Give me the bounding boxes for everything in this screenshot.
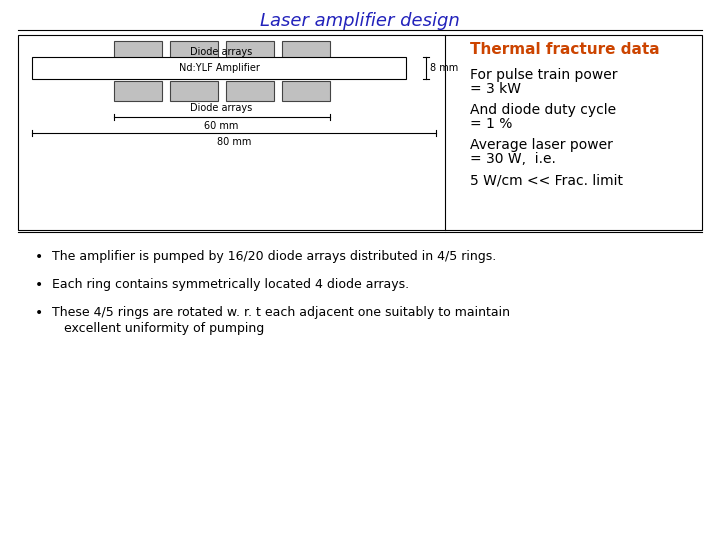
- Text: The amplifier is pumped by 16/20 diode arrays distributed in 4/5 rings.: The amplifier is pumped by 16/20 diode a…: [52, 250, 496, 263]
- Text: Average laser power: Average laser power: [470, 138, 613, 152]
- Text: = 3 kW: = 3 kW: [470, 82, 521, 96]
- Text: These 4/5 rings are rotated w. r. t each adjacent one suitably to maintain: These 4/5 rings are rotated w. r. t each…: [52, 306, 510, 319]
- Bar: [169, 81, 217, 101]
- Bar: [282, 81, 330, 101]
- Text: •: •: [35, 250, 43, 264]
- Text: Nd:YLF Amplifier: Nd:YLF Amplifier: [179, 63, 259, 73]
- Bar: [282, 41, 330, 61]
- Bar: [114, 41, 161, 61]
- Text: For pulse train power: For pulse train power: [470, 68, 618, 82]
- Bar: [225, 81, 274, 101]
- Text: = 30 W,  i.e.: = 30 W, i.e.: [470, 152, 556, 166]
- Bar: [169, 41, 217, 61]
- Text: Laser amplifier design: Laser amplifier design: [260, 12, 460, 30]
- Text: Diode arrays: Diode arrays: [190, 103, 253, 113]
- Text: Thermal fracture data: Thermal fracture data: [470, 42, 660, 57]
- Text: 5 W/cm << Frac. limit: 5 W/cm << Frac. limit: [470, 173, 623, 187]
- Bar: [18, 35, 702, 230]
- Text: •: •: [35, 306, 43, 320]
- Bar: [114, 81, 161, 101]
- Text: •: •: [35, 278, 43, 292]
- Text: Diode arrays: Diode arrays: [190, 47, 253, 57]
- Text: Each ring contains symmetrically located 4 diode arrays.: Each ring contains symmetrically located…: [52, 278, 409, 291]
- Text: 60 mm: 60 mm: [204, 121, 239, 131]
- Text: excellent uniformity of pumping: excellent uniformity of pumping: [52, 322, 264, 335]
- Text: 8 mm: 8 mm: [430, 63, 458, 73]
- Text: And diode duty cycle: And diode duty cycle: [470, 103, 616, 117]
- Text: = 1 %: = 1 %: [470, 117, 513, 131]
- Bar: [32, 57, 406, 79]
- Bar: [225, 41, 274, 61]
- Text: 80 mm: 80 mm: [217, 137, 251, 147]
